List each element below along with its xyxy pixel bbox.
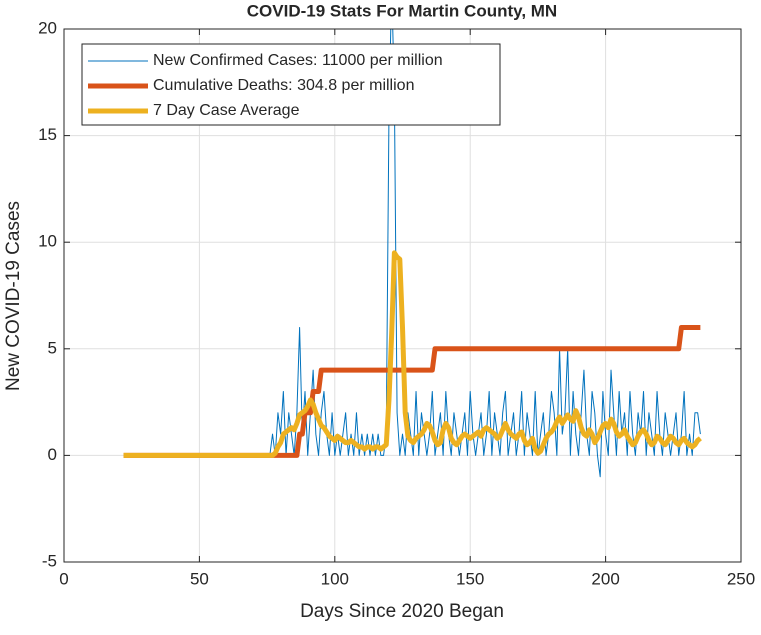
- chart-title: COVID-19 Stats For Martin County, MN: [247, 1, 557, 20]
- legend-label: Cumulative Deaths: 304.8 per million: [153, 77, 414, 94]
- x-tick-label: 0: [59, 569, 68, 588]
- legend-box: [81, 43, 501, 126]
- x-tick-label: 100: [321, 569, 349, 588]
- legend-label: 7 Day Case Average: [153, 102, 300, 119]
- data-line: [123, 250, 702, 458]
- y-tick-label: 5: [48, 338, 57, 357]
- plot-area: [123, 29, 702, 478]
- y-tick-label: -5: [42, 551, 57, 570]
- legend-label: New Confirmed Cases: 11000 per million: [153, 52, 443, 69]
- y-tick-label: 15: [38, 125, 57, 144]
- y-tick-label: 10: [38, 232, 57, 251]
- x-tick-label: 200: [591, 569, 619, 588]
- x-tick-label: 150: [456, 569, 484, 588]
- x-axis-label: Days Since 2020 Began: [300, 601, 504, 622]
- x-tick-label: 250: [727, 569, 755, 588]
- x-tick-label: 50: [190, 569, 209, 588]
- data-line: [123, 324, 701, 458]
- y-tick-label: 20: [38, 18, 57, 37]
- y-axis-label: New COVID-19 Cases: [3, 201, 24, 391]
- y-tick-label: 0: [48, 445, 57, 464]
- plot-frame: [63, 28, 742, 563]
